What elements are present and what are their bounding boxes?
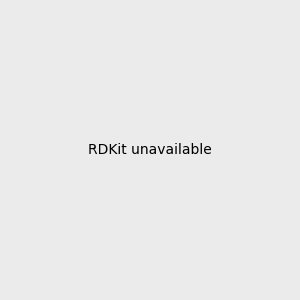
Text: RDKit unavailable: RDKit unavailable bbox=[88, 143, 212, 157]
